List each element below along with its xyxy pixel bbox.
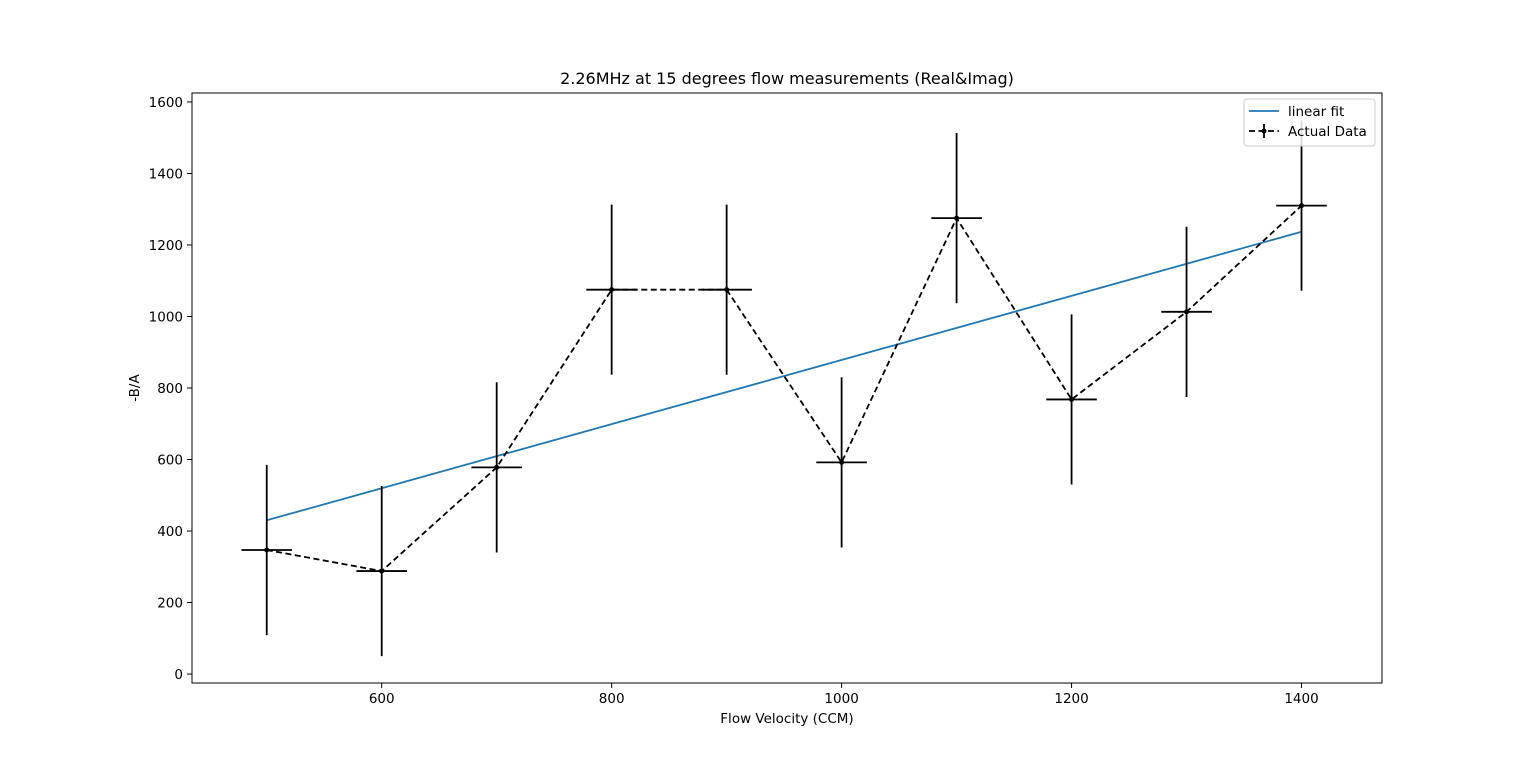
y-tick-label: 1000 (149, 309, 183, 325)
point-marker (609, 287, 615, 293)
x-tick-label: 1200 (1054, 691, 1088, 707)
point-marker (1069, 396, 1075, 402)
legend-label: Actual Data (1288, 124, 1367, 140)
x-tick-label: 1400 (1284, 691, 1318, 707)
axes: 600 800 1000 1200 1400 0 200 400 600 800 1000 1200 1… (149, 92, 1383, 707)
legend: linear fit Actual Data (1243, 98, 1376, 147)
data-point (1046, 314, 1097, 485)
point-marker (839, 459, 845, 465)
data-point (356, 485, 408, 657)
point-marker (954, 215, 960, 221)
point-marker (1299, 203, 1305, 209)
legend-label: linear fit (1288, 104, 1344, 120)
axes-frame (191, 92, 1383, 684)
y-tick-label: 1400 (149, 166, 183, 182)
data-point (816, 377, 867, 548)
y-axis-label: -B/A (127, 374, 143, 402)
data-point (1161, 226, 1212, 397)
y-tick-label: 400 (157, 524, 183, 540)
x-tick-label: 600 (369, 691, 395, 707)
series-line-0 (266, 230, 1302, 522)
point-marker (264, 547, 270, 553)
series-line-1 (266, 204, 1303, 573)
y-tick-label: 1600 (149, 95, 183, 111)
y-tick-label: 600 (157, 453, 183, 469)
chart-title: 2.26MHz at 15 degrees flow measurements … (560, 69, 1014, 88)
plot-area (241, 120, 1327, 657)
data-point (701, 204, 752, 375)
x-tick-label: 1000 (824, 691, 858, 707)
legend-entry: Actual Data (1249, 124, 1367, 140)
x-tick-label: 800 (599, 691, 625, 707)
point-marker (494, 464, 500, 470)
y-tick-label: 0 (174, 667, 183, 683)
point-marker (379, 568, 385, 574)
data-point (471, 382, 522, 553)
x-axis-label: Flow Velocity (CCM) (720, 711, 853, 727)
data-point (931, 133, 982, 304)
point-marker (724, 287, 730, 293)
y-tick-label: 200 (157, 596, 183, 612)
legend-entry: linear fit (1249, 104, 1344, 120)
point-marker (1184, 309, 1190, 315)
data-point (586, 204, 637, 375)
y-tick-label: 1200 (149, 238, 183, 254)
data-point (241, 464, 293, 636)
y-tick-label: 800 (157, 381, 183, 397)
legend-marker (1261, 128, 1267, 134)
data-point (1276, 120, 1327, 291)
